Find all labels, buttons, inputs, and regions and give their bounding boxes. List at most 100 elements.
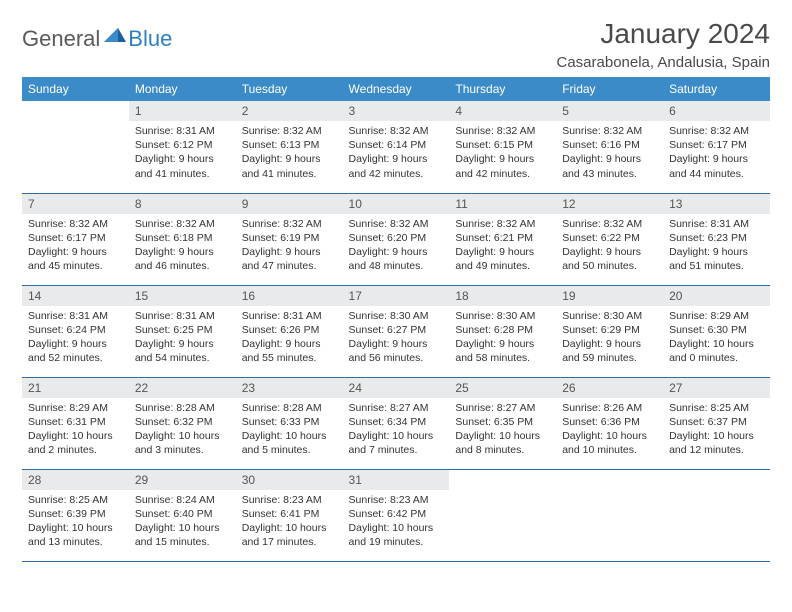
day-details: Sunrise: 8:29 AMSunset: 6:31 PMDaylight:…: [22, 398, 129, 464]
day-number: 27: [663, 378, 770, 398]
day-number: 2: [236, 101, 343, 121]
day-number: 18: [449, 286, 556, 306]
day-details: Sunrise: 8:31 AMSunset: 6:23 PMDaylight:…: [663, 214, 770, 280]
day-number: 20: [663, 286, 770, 306]
calendar-cell: 1Sunrise: 8:31 AMSunset: 6:12 PMDaylight…: [129, 101, 236, 193]
day-number: 24: [343, 378, 450, 398]
day-number: 21: [22, 378, 129, 398]
day-header-row: SundayMondayTuesdayWednesdayThursdayFrid…: [22, 77, 770, 101]
day-header: Saturday: [663, 77, 770, 101]
day-number: 1: [129, 101, 236, 121]
calendar-cell: 28Sunrise: 8:25 AMSunset: 6:39 PMDayligh…: [22, 469, 129, 561]
day-details: Sunrise: 8:32 AMSunset: 6:20 PMDaylight:…: [343, 214, 450, 280]
day-details: Sunrise: 8:32 AMSunset: 6:18 PMDaylight:…: [129, 214, 236, 280]
day-number: 5: [556, 101, 663, 121]
day-details: Sunrise: 8:27 AMSunset: 6:35 PMDaylight:…: [449, 398, 556, 464]
brand-triangle-icon: [104, 26, 126, 49]
calendar-cell: 2Sunrise: 8:32 AMSunset: 6:13 PMDaylight…: [236, 101, 343, 193]
calendar-row: 21Sunrise: 8:29 AMSunset: 6:31 PMDayligh…: [22, 377, 770, 469]
day-number: 3: [343, 101, 450, 121]
calendar-cell: 22Sunrise: 8:28 AMSunset: 6:32 PMDayligh…: [129, 377, 236, 469]
calendar-cell: 23Sunrise: 8:28 AMSunset: 6:33 PMDayligh…: [236, 377, 343, 469]
day-number: 15: [129, 286, 236, 306]
day-details: Sunrise: 8:31 AMSunset: 6:25 PMDaylight:…: [129, 306, 236, 372]
header: General Blue January 2024 Casarabonela, …: [22, 18, 770, 71]
day-number: 26: [556, 378, 663, 398]
day-number: 12: [556, 194, 663, 214]
calendar-cell: 31Sunrise: 8:23 AMSunset: 6:42 PMDayligh…: [343, 469, 450, 561]
day-number: 6: [663, 101, 770, 121]
calendar-cell: 8Sunrise: 8:32 AMSunset: 6:18 PMDaylight…: [129, 193, 236, 285]
day-header: Wednesday: [343, 77, 450, 101]
day-number: 30: [236, 470, 343, 490]
calendar-cell: 5Sunrise: 8:32 AMSunset: 6:16 PMDaylight…: [556, 101, 663, 193]
day-details: Sunrise: 8:29 AMSunset: 6:30 PMDaylight:…: [663, 306, 770, 372]
day-details: Sunrise: 8:32 AMSunset: 6:17 PMDaylight:…: [22, 214, 129, 280]
calendar-cell: 13Sunrise: 8:31 AMSunset: 6:23 PMDayligh…: [663, 193, 770, 285]
page-title: January 2024: [557, 18, 771, 50]
calendar-row: 14Sunrise: 8:31 AMSunset: 6:24 PMDayligh…: [22, 285, 770, 377]
day-number: 17: [343, 286, 450, 306]
day-details: Sunrise: 8:30 AMSunset: 6:28 PMDaylight:…: [449, 306, 556, 372]
calendar-row: 1Sunrise: 8:31 AMSunset: 6:12 PMDaylight…: [22, 101, 770, 193]
brand-part2: Blue: [128, 26, 172, 52]
day-number: 25: [449, 378, 556, 398]
day-header: Sunday: [22, 77, 129, 101]
calendar-cell: 15Sunrise: 8:31 AMSunset: 6:25 PMDayligh…: [129, 285, 236, 377]
day-number: 9: [236, 194, 343, 214]
brand-logo: General Blue: [22, 26, 172, 52]
day-details: Sunrise: 8:32 AMSunset: 6:15 PMDaylight:…: [449, 121, 556, 187]
day-details: Sunrise: 8:28 AMSunset: 6:32 PMDaylight:…: [129, 398, 236, 464]
day-number: 8: [129, 194, 236, 214]
day-number: 4: [449, 101, 556, 121]
day-details: Sunrise: 8:32 AMSunset: 6:17 PMDaylight:…: [663, 121, 770, 187]
day-details: Sunrise: 8:31 AMSunset: 6:24 PMDaylight:…: [22, 306, 129, 372]
title-block: January 2024 Casarabonela, Andalusia, Sp…: [557, 18, 771, 71]
calendar-cell: 14Sunrise: 8:31 AMSunset: 6:24 PMDayligh…: [22, 285, 129, 377]
day-number: 29: [129, 470, 236, 490]
calendar-cell: 10Sunrise: 8:32 AMSunset: 6:20 PMDayligh…: [343, 193, 450, 285]
day-number: 16: [236, 286, 343, 306]
day-details: Sunrise: 8:30 AMSunset: 6:27 PMDaylight:…: [343, 306, 450, 372]
calendar-cell: 30Sunrise: 8:23 AMSunset: 6:41 PMDayligh…: [236, 469, 343, 561]
calendar-cell: 27Sunrise: 8:25 AMSunset: 6:37 PMDayligh…: [663, 377, 770, 469]
calendar-cell: 17Sunrise: 8:30 AMSunset: 6:27 PMDayligh…: [343, 285, 450, 377]
day-details: Sunrise: 8:32 AMSunset: 6:14 PMDaylight:…: [343, 121, 450, 187]
day-details: Sunrise: 8:25 AMSunset: 6:37 PMDaylight:…: [663, 398, 770, 464]
day-header: Tuesday: [236, 77, 343, 101]
day-header: Friday: [556, 77, 663, 101]
calendar-cell: 11Sunrise: 8:32 AMSunset: 6:21 PMDayligh…: [449, 193, 556, 285]
day-number: 22: [129, 378, 236, 398]
day-details: Sunrise: 8:23 AMSunset: 6:41 PMDaylight:…: [236, 490, 343, 556]
calendar-cell: 29Sunrise: 8:24 AMSunset: 6:40 PMDayligh…: [129, 469, 236, 561]
day-details: Sunrise: 8:25 AMSunset: 6:39 PMDaylight:…: [22, 490, 129, 556]
calendar-cell: [449, 469, 556, 561]
day-details: Sunrise: 8:30 AMSunset: 6:29 PMDaylight:…: [556, 306, 663, 372]
calendar-cell: 6Sunrise: 8:32 AMSunset: 6:17 PMDaylight…: [663, 101, 770, 193]
calendar-cell: 20Sunrise: 8:29 AMSunset: 6:30 PMDayligh…: [663, 285, 770, 377]
day-details: Sunrise: 8:24 AMSunset: 6:40 PMDaylight:…: [129, 490, 236, 556]
day-details: Sunrise: 8:28 AMSunset: 6:33 PMDaylight:…: [236, 398, 343, 464]
day-details: Sunrise: 8:27 AMSunset: 6:34 PMDaylight:…: [343, 398, 450, 464]
day-details: Sunrise: 8:32 AMSunset: 6:21 PMDaylight:…: [449, 214, 556, 280]
calendar-row: 28Sunrise: 8:25 AMSunset: 6:39 PMDayligh…: [22, 469, 770, 561]
calendar-cell: [556, 469, 663, 561]
calendar-cell: 7Sunrise: 8:32 AMSunset: 6:17 PMDaylight…: [22, 193, 129, 285]
calendar-cell: 19Sunrise: 8:30 AMSunset: 6:29 PMDayligh…: [556, 285, 663, 377]
calendar-cell: [663, 469, 770, 561]
day-header: Thursday: [449, 77, 556, 101]
day-number: 23: [236, 378, 343, 398]
brand-part1: General: [22, 26, 100, 52]
day-number: 19: [556, 286, 663, 306]
calendar-cell: 26Sunrise: 8:26 AMSunset: 6:36 PMDayligh…: [556, 377, 663, 469]
calendar-cell: 3Sunrise: 8:32 AMSunset: 6:14 PMDaylight…: [343, 101, 450, 193]
day-details: Sunrise: 8:31 AMSunset: 6:26 PMDaylight:…: [236, 306, 343, 372]
calendar-cell: 12Sunrise: 8:32 AMSunset: 6:22 PMDayligh…: [556, 193, 663, 285]
calendar-cell: 21Sunrise: 8:29 AMSunset: 6:31 PMDayligh…: [22, 377, 129, 469]
calendar-cell: 4Sunrise: 8:32 AMSunset: 6:15 PMDaylight…: [449, 101, 556, 193]
day-number: 28: [22, 470, 129, 490]
day-details: Sunrise: 8:32 AMSunset: 6:13 PMDaylight:…: [236, 121, 343, 187]
calendar-cell: 16Sunrise: 8:31 AMSunset: 6:26 PMDayligh…: [236, 285, 343, 377]
day-number: 13: [663, 194, 770, 214]
location-text: Casarabonela, Andalusia, Spain: [557, 54, 771, 71]
